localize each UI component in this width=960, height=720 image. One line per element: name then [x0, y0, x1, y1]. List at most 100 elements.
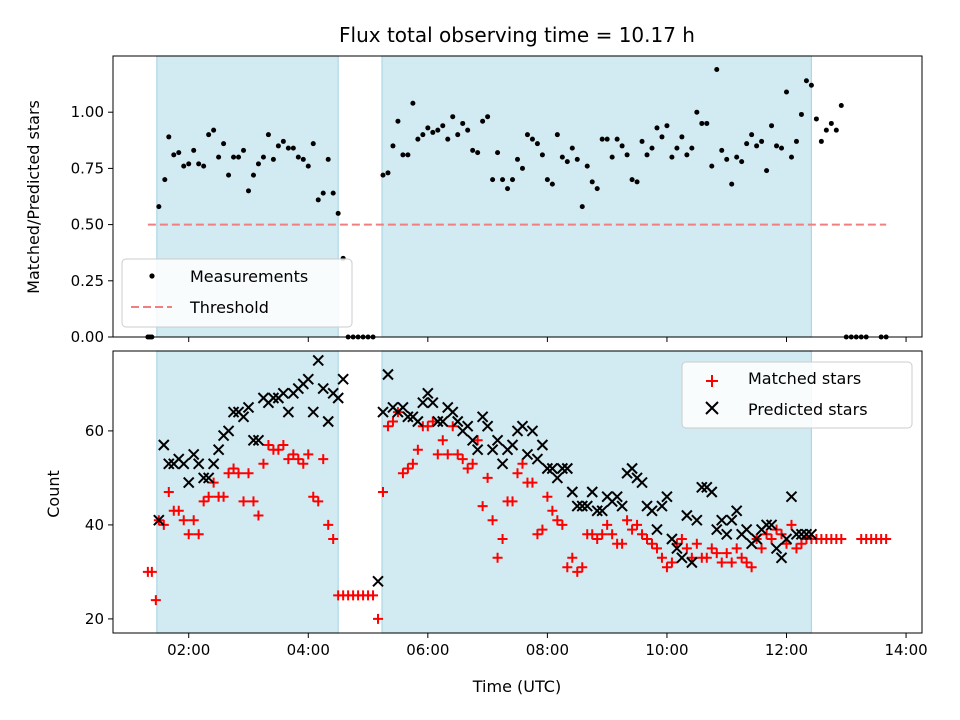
matched-star-point	[303, 449, 314, 460]
predicted-star-point	[546, 462, 559, 475]
measurement-point	[470, 147, 476, 153]
predicted-star-point	[202, 472, 215, 484]
predicted-star-point	[800, 528, 813, 541]
matched-star-point	[487, 515, 498, 526]
matched-star-point	[607, 529, 618, 540]
ratio-x-ticks	[188, 337, 907, 342]
measurement-point	[191, 147, 197, 153]
measurement-point	[614, 136, 620, 142]
predicted-star-point	[496, 458, 509, 470]
count-panel: 20 40 60 02:00 04:00 06:00 08:00 10:00 12:00 14:…	[44, 350, 928, 696]
matched-star-point	[562, 562, 573, 573]
matched-star-point	[248, 496, 259, 507]
count-y-axis-label: Count	[44, 470, 63, 518]
y-tick-label: 0.50	[71, 216, 104, 234]
matched-star-point	[313, 496, 324, 507]
ratio-y-ticks: 0.00 0.25 0.50 0.75 1.00	[71, 103, 113, 346]
predicted-star-point	[486, 443, 499, 456]
measurement-point	[604, 136, 610, 142]
measurement-point	[500, 177, 506, 183]
predicted-star-point	[417, 396, 429, 409]
predicted-star-point	[666, 533, 678, 545]
matched-star-point	[233, 468, 244, 479]
chart-title: Flux total observing time = 10.17 h	[339, 23, 695, 47]
measurement-point	[390, 143, 396, 149]
measurement-point	[162, 177, 168, 183]
matched-star-point	[881, 534, 892, 544]
matched-star-point	[283, 454, 294, 465]
matched-star-point	[457, 454, 468, 465]
measurement-point	[664, 123, 670, 129]
measurement-point	[206, 132, 212, 138]
matched-star-point	[731, 543, 742, 554]
predicted-star-point	[576, 500, 588, 512]
predicted-star-point	[382, 368, 394, 381]
matched-star-point	[452, 449, 463, 460]
matched-star-point	[542, 491, 553, 502]
predicted-star-point	[192, 458, 205, 470]
x-tick-label: 10:00	[645, 641, 688, 659]
legend-measurements-label: Measurements	[190, 267, 308, 286]
matched-star-point	[462, 463, 473, 474]
matched-star-point	[397, 468, 408, 479]
measurement-point	[724, 156, 730, 162]
measurement-point	[813, 116, 819, 122]
ratio-panel: 0.00 0.25 0.50 0.75 1.00 Flux total observin…	[24, 23, 923, 346]
matched-star-point	[791, 543, 802, 554]
predicted-star-point	[725, 514, 738, 526]
y-tick-label: 40	[85, 516, 104, 534]
measurement-point	[305, 163, 311, 169]
measurement-point	[579, 204, 585, 210]
predicted-star-point	[207, 458, 220, 470]
matched-star-point	[701, 552, 712, 563]
measurement-point	[171, 152, 177, 158]
measurement-point	[425, 125, 431, 131]
matched-star-point	[193, 529, 204, 540]
predicted-star-point	[721, 528, 733, 541]
count-points	[142, 354, 892, 624]
predicted-star-point	[222, 425, 235, 437]
measurement-point	[231, 154, 237, 160]
predicted-star-point	[716, 514, 728, 526]
predicted-star-point	[566, 486, 579, 498]
matched-star-point	[422, 421, 433, 432]
measurement-point	[534, 141, 540, 147]
matched-star-point	[726, 557, 737, 568]
measurement-point	[430, 129, 436, 135]
matched-star-point	[512, 468, 523, 479]
matched-star-point	[146, 566, 157, 577]
predicted-star-point	[412, 415, 424, 428]
matched-star-point	[472, 435, 483, 446]
matched-star-point	[716, 557, 727, 568]
predicted-star-point	[551, 472, 564, 484]
predicted-star-point	[402, 411, 414, 423]
x-tick-label: 04:00	[287, 641, 330, 659]
predicted-star-point	[760, 519, 773, 531]
predicted-star-point	[212, 443, 225, 456]
predicted-star-point	[686, 556, 698, 569]
matched-star-point	[622, 515, 633, 526]
count-legend-box	[681, 361, 913, 429]
matched-star-point	[651, 543, 662, 554]
matched-star-point	[368, 590, 379, 601]
measurement-point	[226, 172, 232, 178]
matched-star-point	[178, 515, 189, 526]
matched-star-point	[387, 416, 398, 427]
count-x-ticks: 02:00 04:00 06:00 08:00 10:00 12:00 14:00	[167, 633, 928, 659]
predicted-star-point	[750, 533, 763, 545]
predicted-star-point	[267, 392, 280, 404]
measurement-point	[719, 147, 725, 153]
legend-predicted-label: Predicted stars	[748, 400, 868, 419]
measurement-point	[524, 132, 530, 138]
measurement-point	[694, 109, 700, 115]
predicted-star-point	[740, 523, 753, 536]
matched-star-point	[173, 505, 184, 516]
predicted-star-point	[626, 462, 638, 475]
measurement-point	[315, 197, 321, 203]
ratio-axes-frame	[112, 55, 923, 338]
measurement-point	[639, 138, 645, 144]
measurement-point	[201, 163, 207, 169]
y-tick-label: 1.00	[71, 103, 104, 121]
matched-star-point	[567, 552, 578, 563]
measurement-point	[569, 145, 575, 151]
